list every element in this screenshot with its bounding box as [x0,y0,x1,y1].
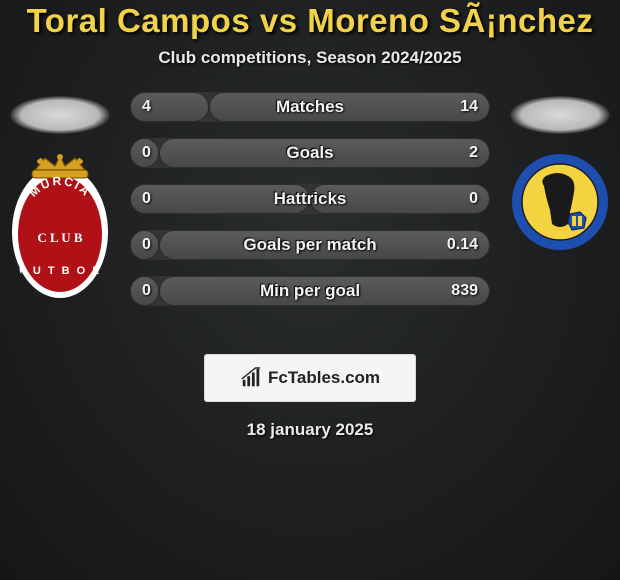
source-badge-text: FcTables.com [268,368,380,388]
left-player-platform [10,96,110,134]
right-club-crest-icon [510,152,610,252]
stat-label: Hattricks [130,184,490,214]
page-title: Toral Campos vs Moreno SÃ¡nchez [0,2,620,40]
stat-row: 0839Min per goal [130,276,490,306]
stat-row: 00.14Goals per match [130,230,490,260]
stat-label: Goals [130,138,490,168]
stat-row: 00Hattricks [130,184,490,214]
stat-label: Min per goal [130,276,490,306]
stat-row: 414Matches [130,92,490,122]
stat-row: 02Goals [130,138,490,168]
svg-text:C L U B: C L U B [37,230,82,245]
comparison-arena: MURCIA C L U B F U T B O L 414Matches 02G… [0,92,620,342]
subtitle: Club competitions, Season 2024/2025 [0,48,620,68]
date-text: 18 january 2025 [0,420,620,440]
left-club-crest-icon: MURCIA C L U B F U T B O L [10,152,110,302]
stat-label: Matches [130,92,490,122]
right-player-platform [510,96,610,134]
source-badge: FcTables.com [204,354,416,402]
stat-bars: 414Matches 02Goals 00Hattricks 00.14Goals p… [130,92,490,322]
svg-text:F U T B O L: F U T B O L [19,265,101,277]
chart-icon [240,367,262,389]
stat-label: Goals per match [130,230,490,260]
